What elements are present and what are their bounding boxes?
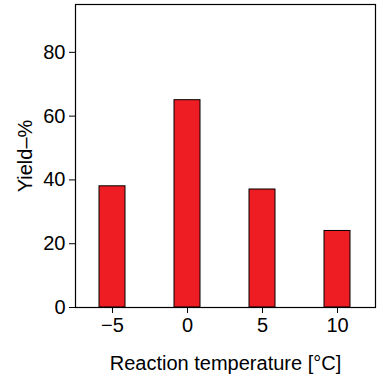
svg-text:Reaction temperature [°C]: Reaction temperature [°C] (110, 352, 341, 374)
svg-text:40: 40 (43, 168, 65, 190)
svg-text:Yield–%: Yield–% (14, 119, 36, 192)
svg-text:60: 60 (43, 105, 65, 127)
svg-text:0: 0 (54, 296, 65, 318)
svg-text:80: 80 (43, 41, 65, 63)
svg-text:−5: −5 (101, 314, 124, 336)
svg-text:5: 5 (257, 314, 268, 336)
svg-text:10: 10 (326, 314, 348, 336)
svg-text:20: 20 (43, 232, 65, 254)
svg-text:0: 0 (182, 314, 193, 336)
